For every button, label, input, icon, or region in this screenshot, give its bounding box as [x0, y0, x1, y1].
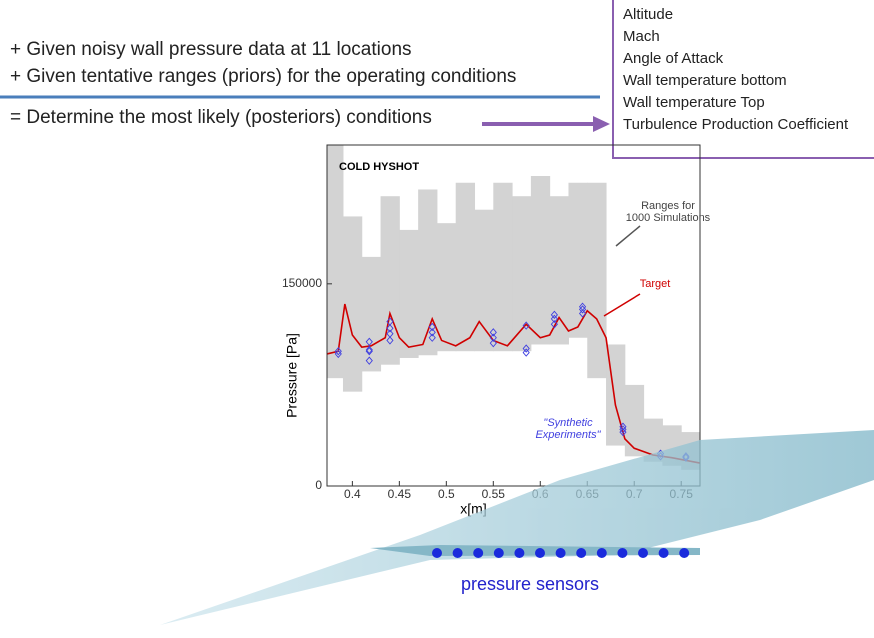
range-band — [474, 209, 494, 352]
experiment-point — [550, 310, 558, 320]
range-band — [643, 418, 663, 462]
experiment-point — [578, 309, 587, 318]
target-arrow — [603, 293, 641, 317]
experiment-point — [550, 320, 558, 329]
sensor-dot — [493, 548, 504, 558]
range-band — [342, 216, 363, 392]
experiment-point — [386, 329, 394, 338]
sensor-dot — [658, 548, 669, 558]
experiment-point — [522, 344, 530, 353]
parameter: Altitude — [623, 6, 673, 23]
range-band — [568, 182, 588, 338]
experiment-point — [334, 347, 342, 356]
parameter: Wall temperature bottom — [623, 72, 787, 89]
bullet: + Given tentative ranges (priors) for th… — [10, 66, 516, 87]
sensor-dot — [617, 548, 628, 558]
experiment-point — [386, 324, 394, 333]
experiment-point — [428, 333, 436, 342]
experiment-point — [365, 347, 373, 356]
parameter: Wall temperature Top — [623, 94, 765, 111]
y-axis-label: Pressure [Pa] — [284, 333, 300, 418]
range-band — [493, 182, 513, 352]
experiment-point — [489, 333, 497, 342]
x-tick-label: 0.45 — [388, 487, 412, 501]
sensor-dot — [514, 548, 525, 558]
range-band — [512, 196, 532, 352]
experiment-point — [365, 337, 373, 346]
range-band — [587, 182, 607, 379]
range-band — [436, 223, 457, 352]
parameter: Turbulence Production Coefficient — [623, 116, 849, 133]
experiment-point — [489, 328, 497, 337]
sensor-label: pressure sensors — [461, 574, 599, 594]
experiment-point — [489, 338, 497, 348]
target-label: Target — [640, 278, 671, 290]
scatter-label: Experiments" — [535, 429, 601, 441]
parameter: Mach — [623, 28, 660, 45]
range-band — [380, 196, 400, 365]
y-tick-label: 0 — [315, 478, 322, 492]
range-band — [530, 176, 551, 345]
target-line — [326, 303, 701, 464]
scatter-label: "Synthetic — [543, 417, 593, 429]
bullet: + Given noisy wall pressure data at 11 l… — [10, 39, 412, 60]
sensor-dot — [473, 548, 484, 558]
y-tick-label: 150000 — [282, 276, 322, 290]
scramjet — [160, 430, 874, 625]
range-band — [361, 256, 382, 372]
experiment-point — [365, 345, 373, 355]
experiment-point — [428, 322, 436, 332]
experiment-point — [428, 328, 436, 337]
sensor-dot — [679, 548, 690, 558]
chart-title: COLD HYSHOT — [339, 161, 419, 173]
experiment-point — [522, 321, 530, 330]
experiment-point — [365, 356, 373, 365]
experiment-point — [619, 422, 627, 431]
range-band — [418, 189, 438, 356]
experiment-point — [578, 302, 587, 311]
range-band — [455, 182, 476, 352]
sensor-dot — [452, 548, 463, 558]
sensor-dot — [576, 548, 587, 558]
range-band — [624, 384, 645, 457]
experiment-point — [386, 336, 394, 345]
plot-frame — [326, 144, 701, 487]
x-tick-label: 0.55 — [482, 487, 506, 501]
range-band — [549, 196, 569, 345]
sensor-dot — [555, 548, 566, 558]
sensor-dot — [638, 548, 648, 558]
experiment-point — [386, 317, 394, 326]
experiment-point — [550, 314, 558, 324]
band-arrow — [615, 225, 641, 247]
parameter-box — [612, 0, 874, 159]
range-band — [399, 229, 419, 358]
sensor-dot — [596, 548, 607, 558]
chart: 0.40.450.50.550.60.650.70.750150000x[m]P… — [282, 144, 711, 517]
x-tick-label: 0.4 — [344, 487, 361, 501]
x-tick-label: 0.5 — [438, 487, 455, 501]
experiment-point — [522, 348, 530, 357]
sensor-dot — [535, 548, 545, 558]
band-label: Ranges for — [641, 200, 695, 212]
conclusion: = Determine the most likely (posteriors)… — [10, 107, 432, 128]
range-band — [327, 145, 344, 379]
sensor-dot — [432, 548, 442, 558]
band-label: 1000 Simulations — [626, 212, 711, 224]
parameter: Angle of Attack — [623, 50, 724, 67]
arrow-head — [593, 116, 610, 132]
